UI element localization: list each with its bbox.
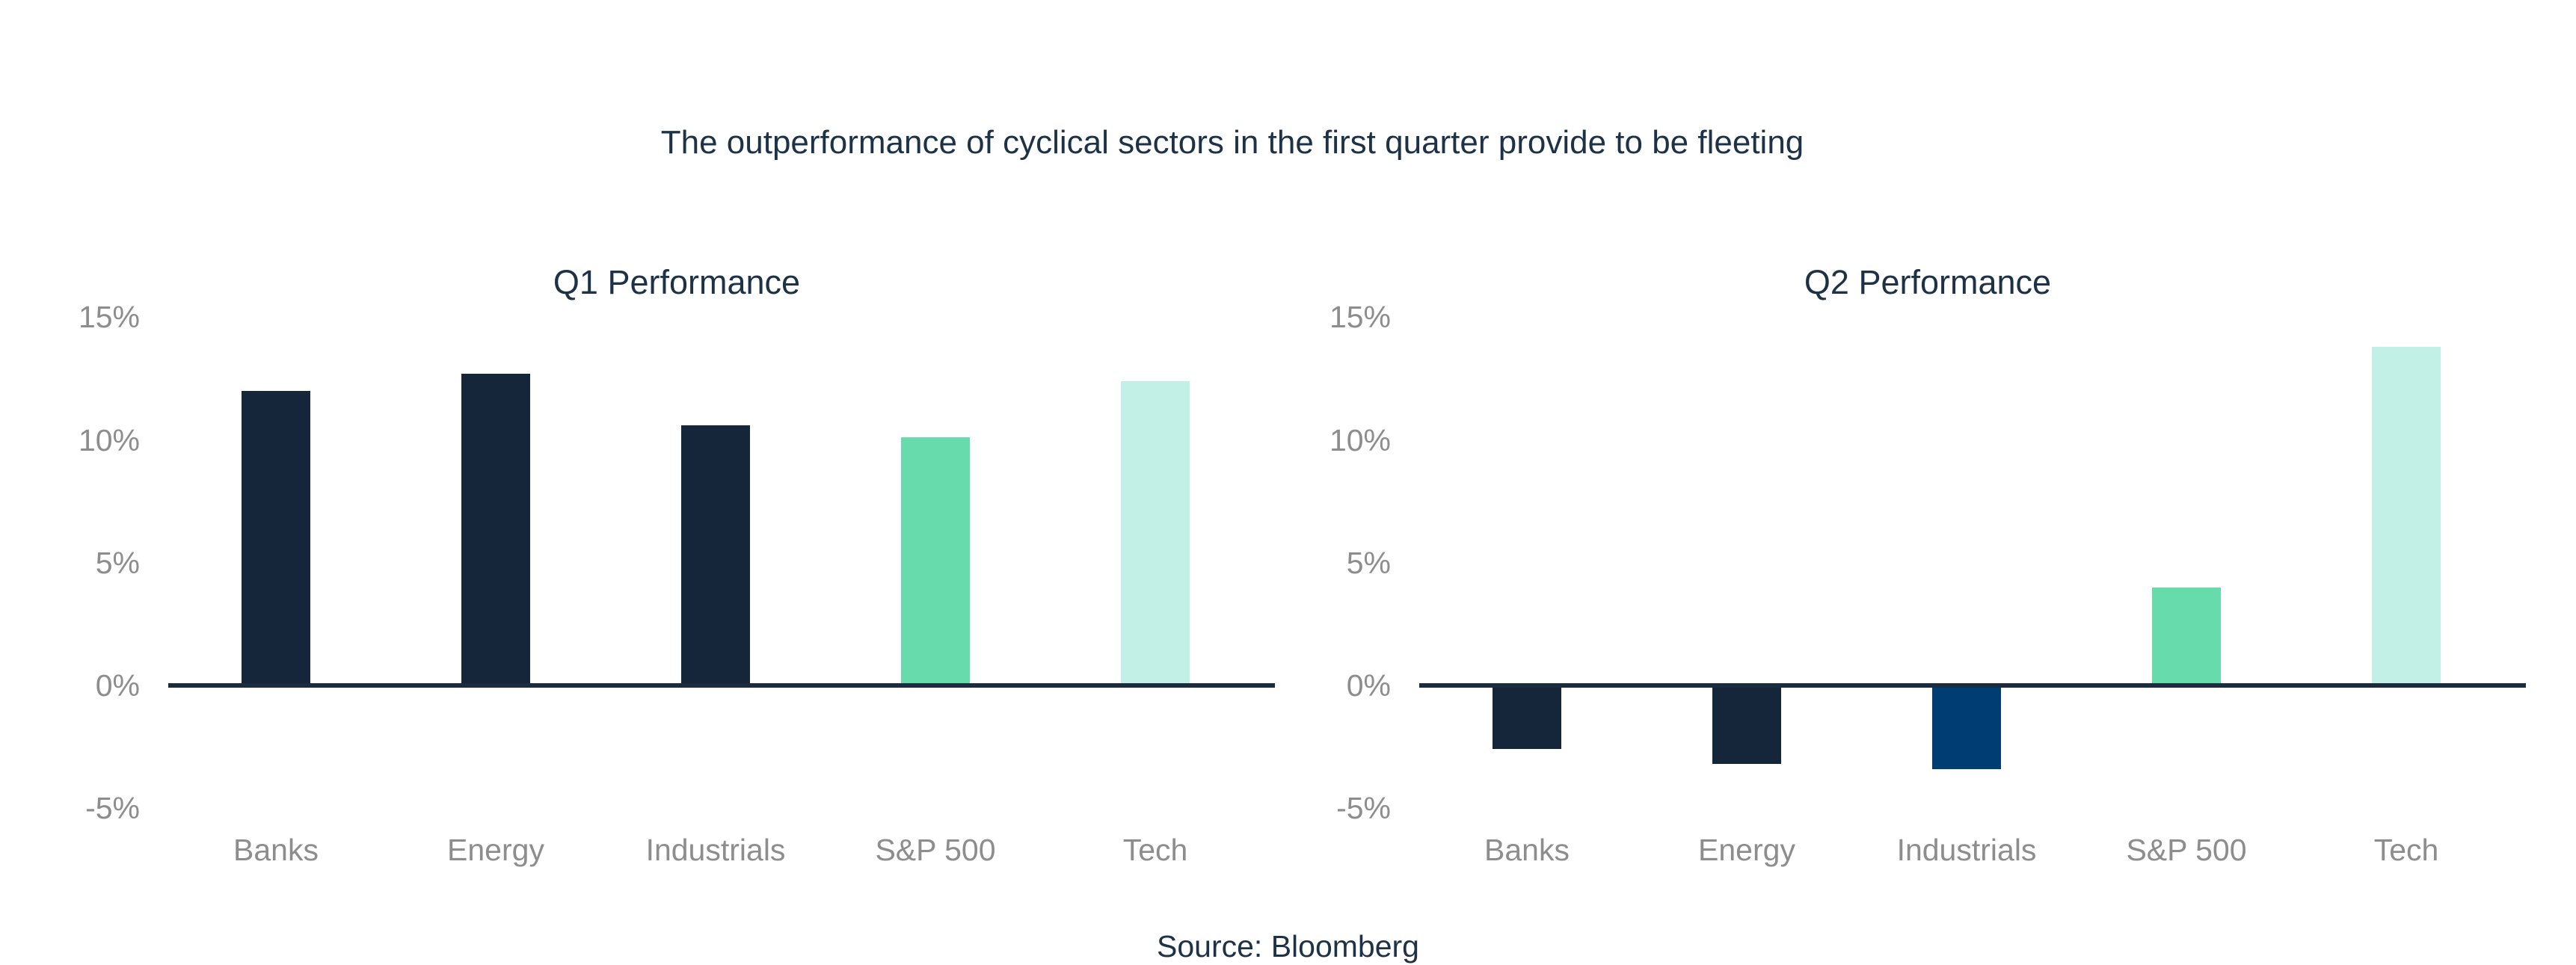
chart-q2-title: Q2 Performance	[1804, 263, 2052, 301]
y-tick-label-5: -5%	[1336, 791, 1391, 826]
y-tick-label-5: 5%	[95, 545, 140, 580]
y-tick-label-15: 15%	[78, 300, 140, 335]
x-label-tech: Tech	[1122, 833, 1188, 867]
source-note: Source: Bloomberg	[1157, 929, 1419, 964]
y-tick-label-0: 0%	[95, 668, 140, 703]
bar-s-p-500	[2152, 587, 2221, 685]
bar-industrials	[681, 425, 750, 685]
bar-energy	[461, 373, 530, 685]
x-label-energy: Energy	[447, 833, 544, 867]
bar-energy	[1712, 685, 1781, 765]
figure-title: The outperformance of cyclical sectors i…	[660, 124, 1804, 161]
y-tick-label-10: 10%	[1329, 422, 1391, 457]
x-label-industrials: Industrials	[645, 833, 786, 867]
y-tick-label-0: 0%	[1346, 668, 1391, 703]
y-tick-label-10: 10%	[78, 422, 140, 457]
bar-banks	[242, 390, 310, 685]
bar-tech	[1121, 380, 1190, 685]
bar-banks	[1493, 685, 1561, 750]
x-label-banks: Banks	[233, 833, 319, 867]
y-tick-label-5: -5%	[85, 791, 140, 826]
x-axis-line	[1419, 683, 2526, 688]
x-label-banks: Banks	[1484, 833, 1570, 867]
y-tick-label-15: 15%	[1329, 300, 1391, 335]
chart-q1: Q1 Performance 15% 10% 5% 0% -5% Banks Energy I…	[64, 0, 1305, 965]
chart-q1-title: Q1 Performance	[553, 263, 801, 301]
x-label-energy: Energy	[1698, 833, 1795, 867]
bar-s-p-500	[901, 437, 970, 685]
x-label-tech: Tech	[2373, 833, 2439, 867]
x-label-s-p-500: S&P 500	[875, 833, 996, 867]
x-label-s-p-500: S&P 500	[2126, 833, 2247, 867]
x-label-industrials: Industrials	[1896, 833, 2037, 867]
bar-industrials	[1932, 685, 2001, 769]
y-tick-label-5: 5%	[1346, 545, 1391, 580]
chart-q2: Q2 Performance 15% 10% 5% 0% -5% Banks Energy I…	[1315, 0, 2556, 965]
x-axis-line	[168, 683, 1275, 688]
bar-tech	[2372, 346, 2441, 685]
